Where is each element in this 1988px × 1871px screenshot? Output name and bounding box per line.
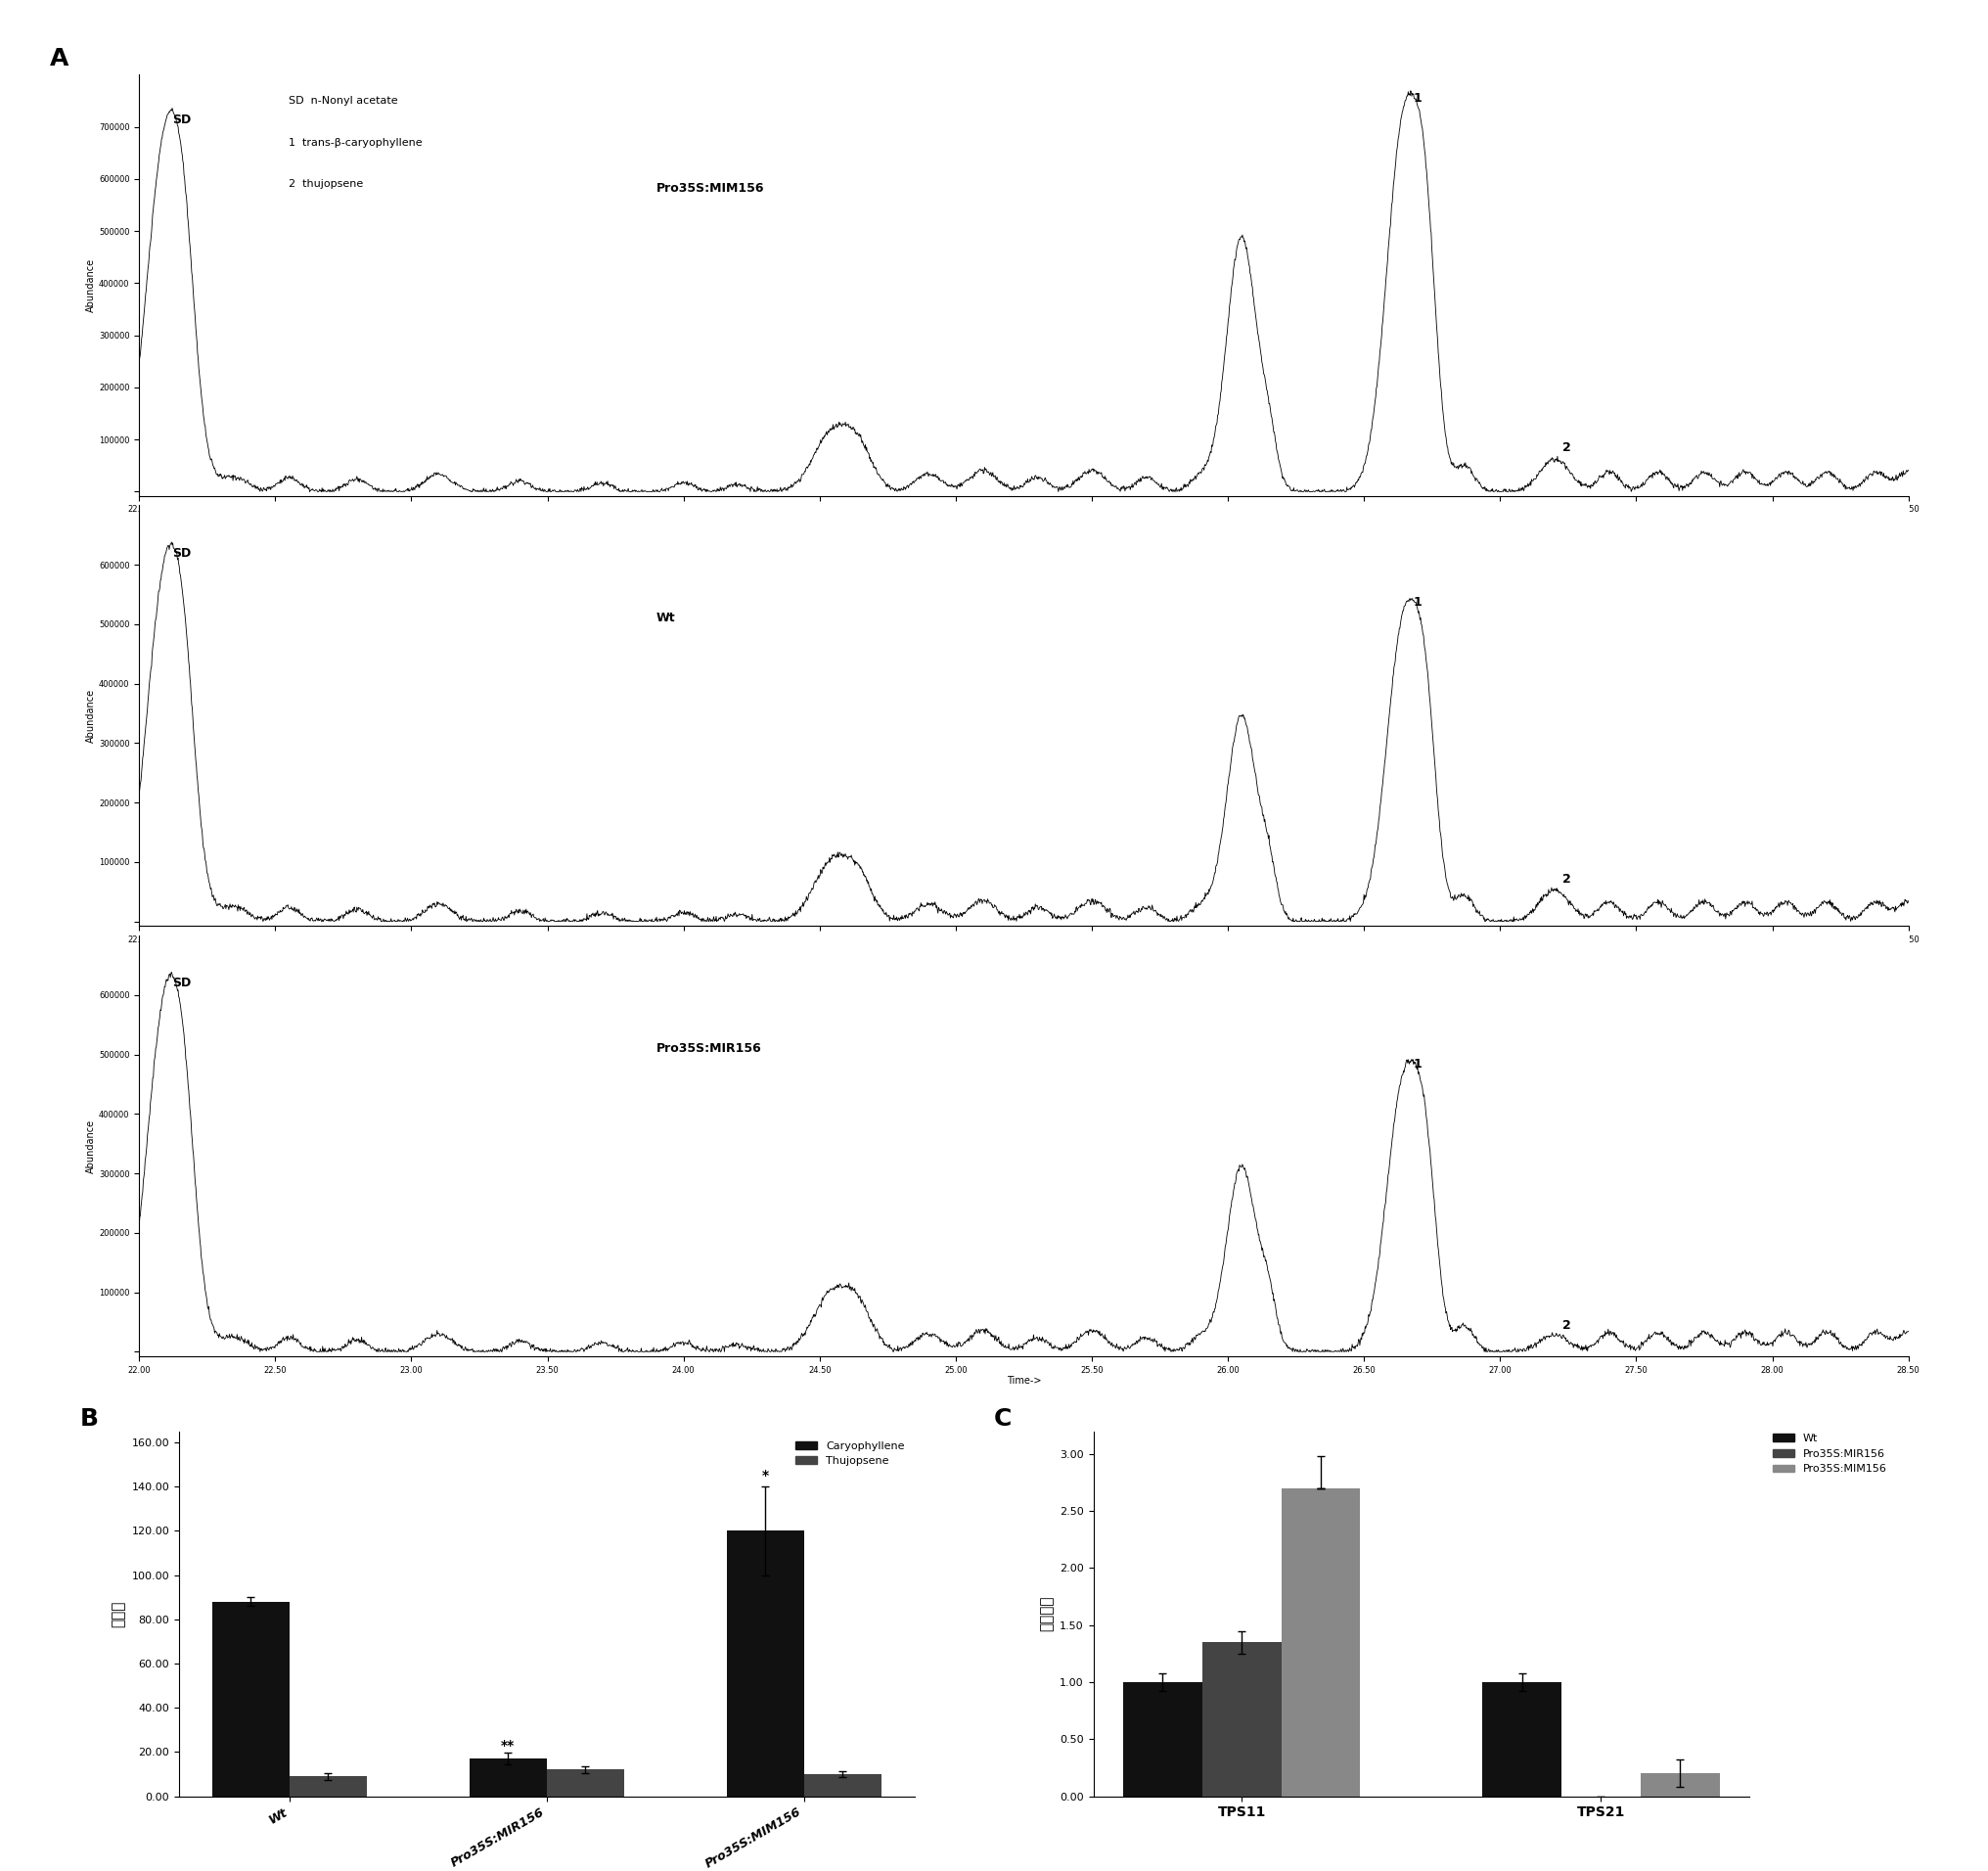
Bar — [1203, 1643, 1282, 1796]
Text: C: C — [994, 1407, 1012, 1431]
Y-axis label: 相对表达: 相对表达 — [1040, 1596, 1054, 1632]
Text: 1: 1 — [1413, 1057, 1421, 1070]
Legend: Wt, Pro35S:MIR156, Pro35S:MIM156: Wt, Pro35S:MIR156, Pro35S:MIM156 — [1767, 1429, 1891, 1478]
Text: A: A — [50, 47, 70, 71]
Bar — [1483, 1682, 1561, 1796]
Legend: Caryophyllene, Thujopsene: Caryophyllene, Thujopsene — [791, 1437, 909, 1471]
Bar — [728, 1530, 803, 1796]
Text: 1  trans-β-caryophyllene: 1 trans-β-caryophyllene — [288, 138, 423, 148]
Y-axis label: Abundance: Abundance — [85, 258, 95, 312]
Bar — [469, 1759, 547, 1796]
Text: **: ** — [501, 1738, 515, 1753]
Text: 1: 1 — [1413, 597, 1421, 608]
X-axis label: Time->: Time-> — [1006, 1377, 1042, 1386]
X-axis label: Time->: Time-> — [1006, 947, 1042, 956]
Bar — [213, 1602, 290, 1796]
Text: Wt: Wt — [656, 612, 676, 625]
Bar — [1123, 1682, 1203, 1796]
Text: SD: SD — [171, 114, 191, 125]
Y-axis label: 挥发量: 挥发量 — [111, 1600, 125, 1628]
Text: Pro35S:MIR156: Pro35S:MIR156 — [656, 1042, 761, 1055]
Text: B: B — [80, 1407, 97, 1431]
Bar — [547, 1770, 624, 1796]
Text: SD: SD — [171, 977, 191, 990]
Bar — [803, 1774, 881, 1796]
Y-axis label: Abundance: Abundance — [85, 689, 95, 743]
Text: Pro35S:MIM156: Pro35S:MIM156 — [656, 181, 765, 195]
Y-axis label: Abundance: Abundance — [85, 1119, 95, 1173]
Text: 2: 2 — [1563, 1319, 1571, 1332]
Bar — [1282, 1487, 1360, 1796]
Text: 2: 2 — [1563, 872, 1571, 885]
Bar — [290, 1776, 366, 1796]
Text: SD  n-Nonyl acetate: SD n-Nonyl acetate — [288, 95, 398, 107]
Text: 2  thujopsene: 2 thujopsene — [288, 180, 364, 189]
Bar — [1640, 1774, 1720, 1796]
Text: *: * — [761, 1469, 769, 1484]
Text: 1: 1 — [1413, 92, 1421, 105]
Text: 2: 2 — [1563, 442, 1571, 455]
Text: SD: SD — [171, 546, 191, 559]
X-axis label: Time->: Time-> — [1006, 516, 1042, 526]
